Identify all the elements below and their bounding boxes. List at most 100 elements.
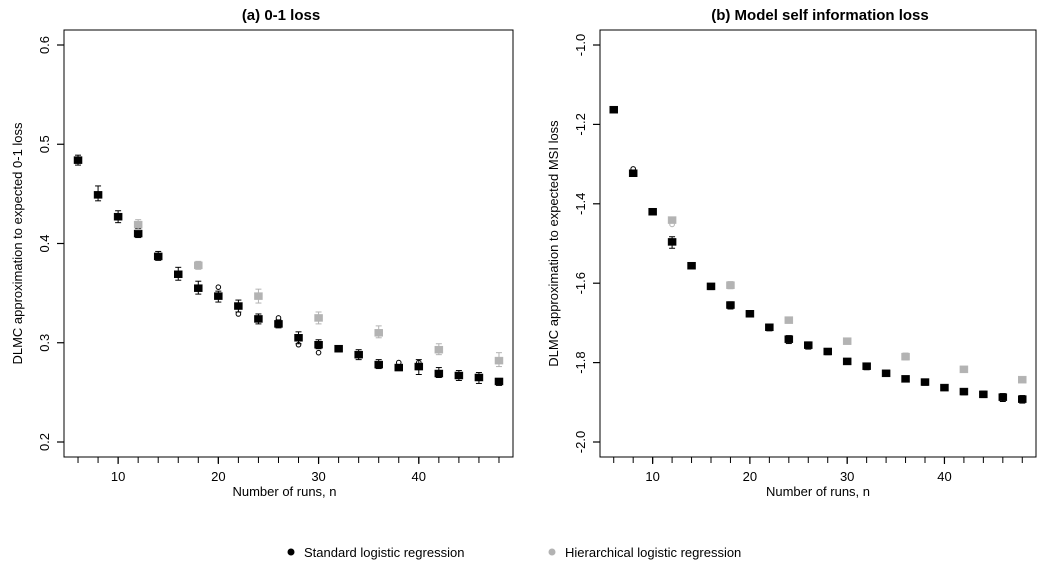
standard-box bbox=[687, 261, 696, 270]
y-tick-label: -2.0 bbox=[573, 431, 588, 453]
plot-frame bbox=[63, 29, 514, 458]
y-tick-label: -1.0 bbox=[573, 34, 588, 56]
x-tick-label: 30 bbox=[840, 469, 854, 484]
x-tick-label: 10 bbox=[645, 469, 659, 484]
standard-outlier bbox=[315, 349, 322, 356]
hierarchical-box bbox=[194, 261, 203, 270]
standard-outlier bbox=[415, 359, 422, 366]
standard-box bbox=[940, 383, 949, 392]
hierarchical-box bbox=[1018, 375, 1027, 384]
y-tick-label: -1.2 bbox=[573, 113, 588, 135]
y-tick-label: 0.6 bbox=[37, 36, 52, 54]
standard-box bbox=[234, 302, 243, 310]
y-tick-label: -1.8 bbox=[573, 351, 588, 373]
y-axis-label: DLMC approximation to expected MSI loss bbox=[546, 120, 561, 367]
standard-box bbox=[494, 377, 504, 386]
y-tick-label: 0.5 bbox=[37, 135, 52, 153]
standard-box bbox=[194, 284, 203, 292]
y-tick-label: -1.6 bbox=[573, 272, 588, 294]
standard-box bbox=[648, 207, 657, 216]
hierarchical-box bbox=[726, 281, 735, 289]
standard-box bbox=[434, 369, 444, 378]
standard-box bbox=[609, 105, 618, 114]
standard-box bbox=[667, 238, 677, 246]
legend: Standard logistic regression Hierarchica… bbox=[287, 545, 741, 560]
standard-box bbox=[862, 362, 871, 370]
standard-box bbox=[394, 363, 403, 372]
hierarchical-box bbox=[784, 316, 794, 324]
standard-box bbox=[133, 229, 143, 238]
standard-box bbox=[745, 310, 755, 318]
hierarchical-box bbox=[494, 356, 504, 365]
standard-box bbox=[998, 393, 1008, 401]
standard-box bbox=[784, 335, 794, 343]
standard-box bbox=[706, 282, 716, 291]
legend-marker-standard bbox=[287, 548, 295, 556]
y-tick-label: -1.4 bbox=[573, 193, 588, 215]
standard-outlier bbox=[630, 166, 636, 172]
legend-marker-hierarchical bbox=[548, 548, 556, 556]
standard-outlier bbox=[235, 311, 242, 317]
standard-box bbox=[73, 156, 83, 164]
hierarchical-box bbox=[133, 220, 143, 229]
standard-box bbox=[474, 373, 484, 382]
y-axis-label: DLMC approximation to expected 0-1 loss bbox=[10, 122, 25, 365]
x-tick-label: 20 bbox=[211, 469, 225, 484]
hierarchical-box bbox=[434, 345, 444, 354]
panel-b: (b) Model self information loss 10 20 30 40 N… bbox=[546, 7, 1037, 499]
x-tick-label: 40 bbox=[412, 469, 426, 484]
x-tick-label: 10 bbox=[111, 469, 125, 484]
x-tick-label: 20 bbox=[743, 469, 757, 484]
standard-box bbox=[804, 341, 813, 349]
x-axis-label: Number of runs, n bbox=[766, 484, 870, 499]
x-axis-label: Number of runs, n bbox=[232, 484, 336, 499]
hierarchical-box bbox=[842, 337, 852, 345]
standard-box bbox=[628, 169, 638, 177]
standard-box bbox=[254, 315, 263, 323]
standard-box bbox=[959, 387, 969, 396]
standard-box bbox=[214, 292, 223, 300]
standard-box bbox=[842, 357, 852, 366]
y-tick-label: 0.4 bbox=[37, 234, 52, 252]
standard-box bbox=[314, 340, 323, 349]
x-tick-label: 40 bbox=[937, 469, 951, 484]
standard-box bbox=[374, 360, 383, 369]
standard-box bbox=[726, 301, 735, 309]
hierarchical-box bbox=[959, 365, 969, 374]
standard-outlier bbox=[295, 341, 302, 348]
standard-outlier bbox=[275, 315, 282, 321]
hierarchical-box bbox=[667, 216, 677, 224]
y-tick-label: 0.2 bbox=[37, 433, 52, 451]
standard-box bbox=[920, 378, 930, 386]
standard-box bbox=[113, 212, 123, 221]
standard-box bbox=[454, 371, 464, 380]
standard-box bbox=[93, 191, 103, 199]
standard-box bbox=[881, 369, 891, 378]
standard-box bbox=[174, 270, 183, 279]
legend-label-hierarchical: Hierarchical logistic regression bbox=[565, 545, 741, 560]
hierarchical-box bbox=[374, 329, 383, 337]
hierarchical-box bbox=[254, 292, 263, 300]
standard-box bbox=[274, 320, 283, 328]
standard-box bbox=[414, 362, 424, 371]
standard-box bbox=[334, 344, 343, 353]
plot-frame bbox=[599, 29, 1037, 458]
y-tick-label: 0.3 bbox=[37, 334, 52, 352]
legend-label-standard: Standard logistic regression bbox=[304, 545, 464, 560]
standard-box bbox=[823, 347, 832, 356]
standard-box bbox=[153, 252, 163, 261]
standard-box bbox=[354, 350, 363, 359]
standard-box bbox=[1018, 395, 1027, 403]
standard-box bbox=[901, 375, 910, 383]
hierarchical-box bbox=[314, 314, 323, 322]
standard-outlier bbox=[395, 359, 402, 366]
panel-a: (a) 0-1 loss 10 20 30 40 Number of runs, n 0.2… bbox=[10, 7, 514, 499]
standard-outlier bbox=[215, 284, 222, 290]
hierarchical-box bbox=[901, 352, 910, 361]
hierarchical-outlier bbox=[669, 221, 675, 228]
standard-box bbox=[765, 323, 774, 332]
chart-title: (b) Model self information loss bbox=[711, 7, 929, 24]
standard-box bbox=[979, 390, 988, 399]
x-tick-label: 30 bbox=[311, 469, 325, 484]
